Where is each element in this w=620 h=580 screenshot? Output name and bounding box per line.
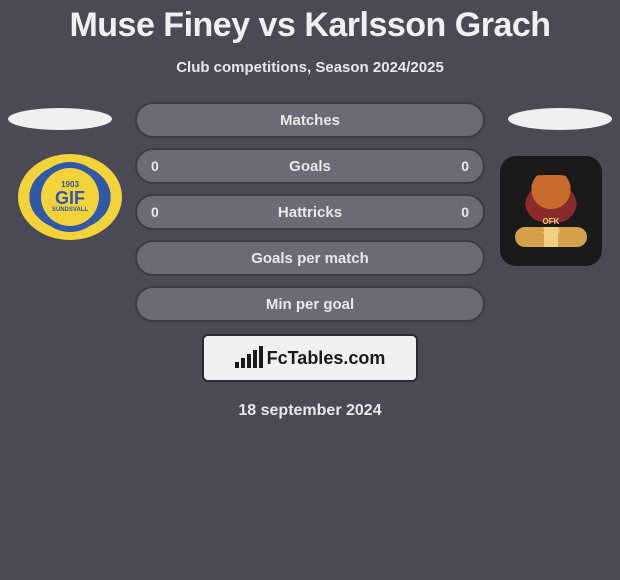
date-text: 18 september 2024 bbox=[0, 402, 620, 420]
stats-column: Matches 0 Goals 0 0 Hattricks 0 Goals pe… bbox=[135, 102, 485, 322]
left-badge-text: 1903 GIF SUNDSVALL bbox=[52, 181, 88, 213]
brand-box: FcTables.com bbox=[202, 334, 418, 382]
stat-label: Goals per match bbox=[137, 250, 483, 267]
left-player-oval bbox=[8, 108, 112, 130]
right-badge-text: OFK 1996 bbox=[542, 218, 560, 236]
brand-text: FcTables.com bbox=[267, 348, 386, 369]
left-badge-city: SUNDSVALL bbox=[52, 207, 88, 213]
eagle-icon bbox=[515, 175, 587, 223]
stat-right-value: 0 bbox=[421, 204, 469, 220]
left-badge-acronym: GIF bbox=[52, 189, 88, 207]
bar-chart-icon bbox=[235, 348, 263, 368]
stat-row-goals-per-match: Goals per match bbox=[135, 240, 485, 276]
stat-row-min-per-goal: Min per goal bbox=[135, 286, 485, 322]
content-area: 1903 GIF SUNDSVALL OFK 1996 Matches 0 Go… bbox=[0, 102, 620, 420]
stat-right-value: 0 bbox=[421, 158, 469, 174]
left-club-badge: 1903 GIF SUNDSVALL bbox=[18, 154, 122, 240]
right-badge-year: 1996 bbox=[542, 227, 560, 236]
stat-row-goals: 0 Goals 0 bbox=[135, 148, 485, 184]
stat-left-value: 0 bbox=[151, 204, 199, 220]
stat-left-value: 0 bbox=[151, 158, 199, 174]
stat-row-matches: Matches bbox=[135, 102, 485, 138]
right-player-oval bbox=[508, 108, 612, 130]
page-subtitle: Club competitions, Season 2024/2025 bbox=[0, 59, 620, 76]
stat-label: Min per goal bbox=[137, 296, 483, 313]
stat-row-hattricks: 0 Hattricks 0 bbox=[135, 194, 485, 230]
right-club-badge: OFK 1996 bbox=[500, 156, 602, 266]
page-title: Muse Finey vs Karlsson Grach bbox=[0, 0, 620, 45]
stat-label: Matches bbox=[137, 112, 483, 129]
